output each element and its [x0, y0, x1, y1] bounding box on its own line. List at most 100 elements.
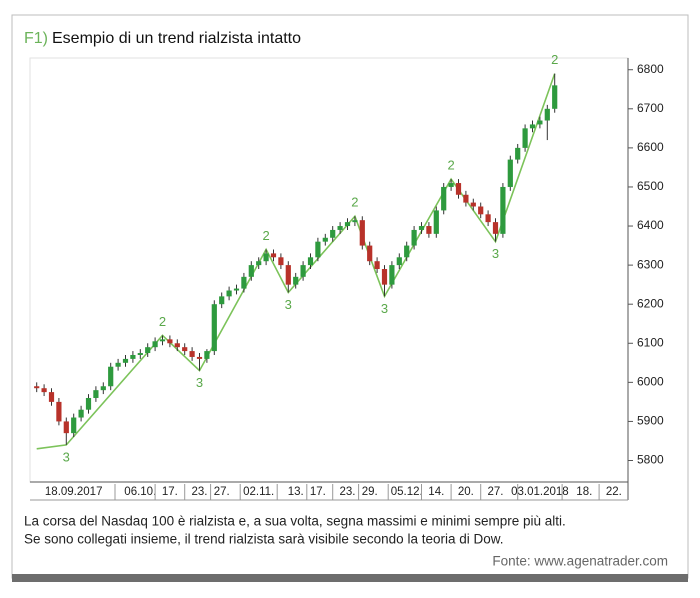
candle-body	[263, 253, 269, 262]
x-tick-label: 06.10.	[124, 486, 156, 498]
candle-body	[455, 183, 462, 195]
candle-body	[248, 265, 254, 277]
swing-label: 3	[381, 301, 388, 316]
candle-body	[278, 257, 284, 266]
candle-body	[219, 296, 225, 305]
candle-body	[204, 351, 210, 359]
caption: Se sono collegati insieme, il trend rial…	[24, 532, 504, 547]
candle-body	[426, 226, 432, 234]
candle-body	[404, 245, 410, 258]
candle-body	[167, 339, 173, 344]
y-tick-label: 6700	[637, 101, 664, 115]
candle-body	[226, 290, 232, 297]
x-tick-label: 17.	[310, 486, 326, 498]
candle-body	[322, 237, 328, 242]
candle-body	[122, 358, 129, 363]
x-tick-label: 27.	[214, 486, 230, 498]
candle-body	[241, 276, 247, 289]
y-tick-label: 6200	[637, 296, 664, 310]
candle-body	[211, 304, 217, 352]
title-prefix: F1)	[24, 30, 48, 47]
candle-body	[307, 257, 314, 266]
candle-body	[56, 401, 62, 422]
swing-label: 2	[159, 314, 166, 329]
candle-body	[63, 421, 69, 434]
x-tick-label: 20.	[458, 486, 474, 498]
y-tick-label: 6800	[637, 62, 664, 76]
x-tick-label: 14.	[428, 486, 444, 498]
candle-body	[85, 397, 92, 410]
candle-body	[233, 288, 240, 291]
y-tick-label: 6100	[637, 335, 664, 349]
candle-body	[485, 214, 491, 223]
candle-body	[71, 417, 77, 434]
candle-body	[137, 353, 143, 355]
swing-label: 2	[447, 158, 454, 173]
candle-body	[315, 241, 321, 258]
candle-body	[300, 265, 306, 277]
candle-body	[189, 351, 195, 357]
x-tick-label: 05.12.	[391, 486, 423, 498]
y-tick-label: 6000	[637, 375, 664, 389]
candle-body	[108, 366, 114, 387]
candle-body	[396, 257, 402, 266]
caption: La corsa del Nasdaq 100 è rialzista e, a…	[24, 514, 566, 529]
candle-body	[529, 124, 536, 129]
y-tick-label: 5900	[637, 414, 664, 428]
candle-body	[344, 222, 351, 227]
candle-body	[367, 245, 373, 262]
swing-label: 3	[285, 297, 292, 312]
candle-body	[441, 186, 447, 211]
candle-body	[256, 261, 262, 266]
x-tick-label: 18.09.2017	[45, 486, 103, 498]
candle-body	[330, 229, 336, 238]
candle-body	[544, 108, 550, 121]
y-tick-label: 6500	[637, 179, 664, 193]
candle-body	[478, 206, 484, 215]
candle-body	[463, 194, 469, 203]
candle-body	[515, 147, 521, 160]
swing-label: 3	[63, 449, 70, 464]
candle-body	[93, 390, 99, 398]
candle-body	[374, 261, 380, 270]
candle-body	[537, 120, 543, 125]
candle-body	[389, 265, 395, 285]
x-tick-label: 29.	[362, 486, 378, 498]
candle-body	[285, 265, 291, 285]
chart-title: Esempio di un trend rialzista intatto	[52, 30, 301, 47]
x-tick-label: 03.01.2018	[511, 486, 569, 498]
y-tick-label: 6600	[637, 140, 664, 154]
plot-area	[29, 57, 629, 483]
x-tick-label: 23.	[192, 486, 208, 498]
candle-body	[48, 392, 55, 402]
candle-body	[293, 276, 299, 285]
x-tick-label: 02.11.	[243, 486, 274, 498]
y-tick-label: 6400	[637, 218, 664, 232]
candle-body	[500, 186, 506, 234]
candle-body	[492, 222, 499, 234]
candle-body	[159, 339, 166, 342]
candle-body	[100, 386, 106, 391]
candle-body	[507, 159, 513, 187]
x-tick-label: 18.	[576, 486, 592, 498]
candle-body	[130, 354, 136, 359]
y-tick-label: 5800	[637, 453, 664, 467]
candle-body	[470, 202, 476, 207]
candle-body	[41, 388, 47, 393]
candle-body	[34, 386, 40, 389]
candle-body	[174, 343, 180, 348]
candle-body	[522, 128, 528, 148]
x-tick-label: 22.	[606, 486, 622, 498]
candle-body	[411, 229, 417, 246]
swing-label: 2	[351, 195, 358, 210]
y-tick-label: 6300	[637, 257, 664, 271]
x-tick-label: 23.	[340, 486, 356, 498]
x-tick-label: 17.	[162, 486, 178, 498]
candle-body	[433, 210, 439, 234]
candle-body	[337, 226, 343, 230]
candle-body	[352, 220, 358, 223]
swing-label: 3	[492, 246, 499, 261]
bottom-bar	[12, 574, 688, 582]
swing-label: 2	[262, 228, 269, 243]
